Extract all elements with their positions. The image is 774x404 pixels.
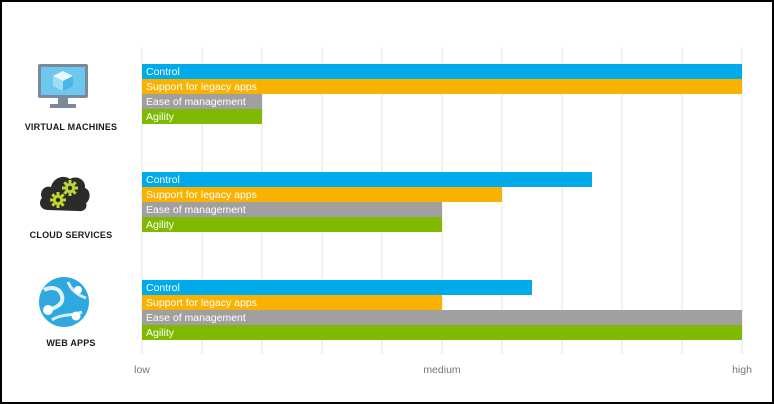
- bar-ease-of-management: [142, 202, 442, 217]
- bar-agility: [142, 217, 442, 232]
- bar-agility: [142, 109, 262, 124]
- virtual-machine-monitor-icon: [38, 64, 88, 108]
- bar-label: Support for legacy apps: [146, 189, 257, 201]
- bar-ease-of-management: [142, 310, 742, 325]
- bar-label: Agility: [146, 327, 175, 339]
- bar-label: Ease of management: [146, 204, 246, 216]
- bar-support-for-legacy-apps: [142, 187, 502, 202]
- bar-support-for-legacy-apps: [142, 295, 442, 310]
- bar-label: Agility: [146, 219, 175, 231]
- bar-label: Agility: [146, 111, 175, 123]
- x-tick-label: high: [732, 364, 752, 376]
- bar-label: Ease of management: [146, 312, 246, 324]
- group-label-virtual-machines: VIRTUAL MACHINES: [24, 122, 118, 132]
- x-tick-label: low: [134, 364, 150, 376]
- cloud-gears-icon: [40, 176, 90, 212]
- bar-label: Support for legacy apps: [146, 81, 257, 93]
- bar-label: Control: [146, 282, 180, 294]
- bar-label: Control: [146, 66, 180, 78]
- bar-agility: [142, 325, 742, 340]
- x-tick-label: medium: [423, 364, 461, 376]
- group-label-web-apps: WEB APPS: [46, 338, 96, 348]
- bar-control: [142, 172, 592, 187]
- bar-ease-of-management: [142, 94, 262, 109]
- bar-label: Control: [146, 174, 180, 186]
- group-label-cloud-services: CLOUD SERVICES: [29, 230, 113, 240]
- web-apps-globe-icon: [39, 277, 89, 327]
- bar-control: [142, 64, 742, 79]
- bar-label: Ease of management: [146, 96, 246, 108]
- bar-control: [142, 280, 532, 295]
- bar-support-for-legacy-apps: [142, 79, 742, 94]
- bar-label: Support for legacy apps: [146, 297, 257, 309]
